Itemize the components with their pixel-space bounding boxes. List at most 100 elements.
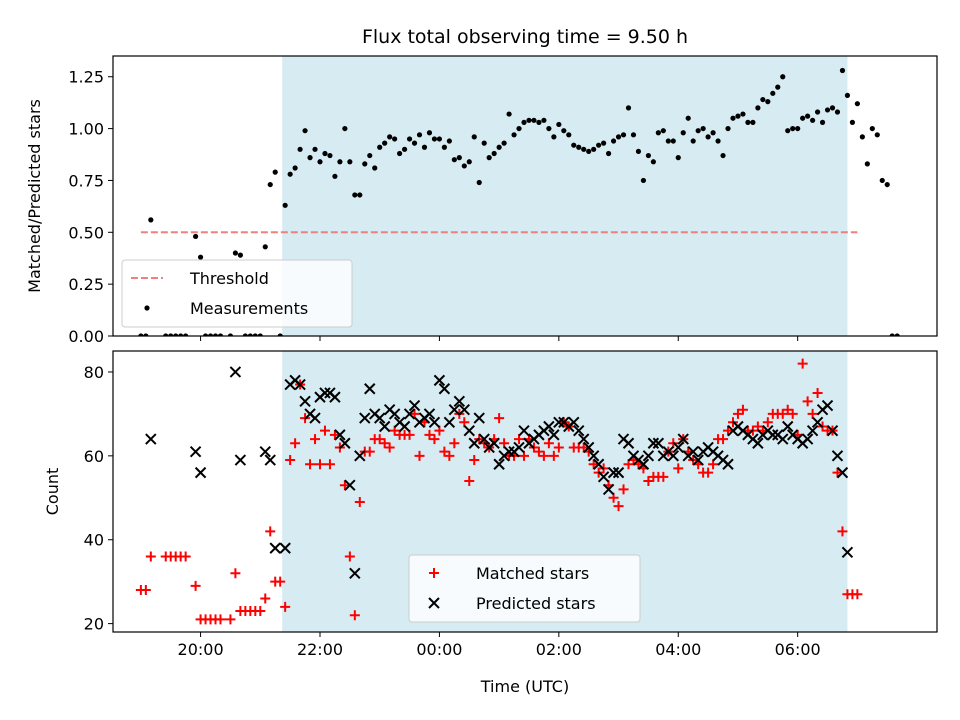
data-point	[280, 601, 291, 612]
data-point	[344, 551, 355, 562]
data-point	[449, 438, 460, 449]
data-point	[836, 466, 849, 479]
data-point	[750, 119, 756, 125]
data-point	[491, 150, 497, 157]
data-point	[269, 542, 281, 554]
data-point	[287, 171, 293, 177]
data-point	[431, 136, 438, 142]
data-point	[493, 458, 505, 470]
data-point	[314, 459, 325, 470]
data-point	[406, 136, 413, 142]
data-point	[453, 395, 466, 408]
data-point	[237, 252, 243, 258]
data-point	[841, 546, 854, 559]
data-point	[596, 142, 602, 148]
data-point	[443, 416, 456, 429]
x-axis-label: Time (UTC)	[480, 677, 569, 696]
data-point	[546, 125, 552, 132]
data-point	[441, 144, 447, 150]
data-point	[821, 399, 834, 412]
data-point	[307, 155, 313, 161]
legend-marker	[429, 568, 439, 578]
data-point	[665, 138, 671, 144]
data-point	[785, 128, 791, 134]
data-point	[473, 412, 485, 424]
x-tick-label: 22:00	[297, 640, 343, 659]
legend-frame	[408, 554, 641, 623]
y-tick-label: 1.00	[68, 120, 104, 139]
data-point	[302, 128, 308, 134]
data-point	[312, 146, 318, 152]
data-point	[571, 142, 577, 148]
data-point	[807, 408, 818, 419]
y-tick-label: 40	[84, 531, 104, 550]
data-point	[720, 152, 726, 159]
data-point	[795, 125, 801, 132]
data-point	[433, 374, 446, 387]
data-point	[260, 593, 271, 604]
data-point	[409, 408, 420, 419]
data-point	[586, 148, 592, 155]
data-point	[397, 150, 403, 157]
data-point	[805, 113, 811, 119]
data-point	[354, 496, 365, 507]
data-point	[541, 117, 547, 123]
data-point	[148, 217, 154, 223]
data-point	[190, 580, 201, 591]
data-point	[180, 551, 191, 562]
data-point	[257, 333, 263, 336]
data-point	[183, 333, 189, 336]
data-point	[468, 437, 480, 449]
data-point	[615, 134, 622, 140]
data-point	[339, 437, 351, 449]
x-tick-label: 04:00	[655, 640, 701, 659]
y-tick-label: 1.25	[68, 68, 104, 87]
data-point	[521, 119, 527, 125]
data-point	[556, 121, 562, 128]
data-point	[755, 105, 761, 111]
data-point	[488, 437, 500, 449]
y-axis-label: Matched/Predicted stars	[25, 99, 44, 293]
data-point	[543, 420, 555, 433]
data-point	[446, 138, 452, 144]
data-point	[382, 140, 388, 146]
data-point	[494, 413, 505, 424]
data-point	[655, 130, 661, 136]
data-point	[551, 134, 557, 140]
data-point	[797, 358, 808, 369]
data-point	[568, 416, 580, 429]
y-tick-label: 80	[84, 363, 104, 382]
data-point	[543, 438, 554, 449]
x-tick-label: 00:00	[416, 640, 462, 659]
data-point	[299, 395, 311, 408]
data-point	[364, 446, 375, 457]
data-point	[229, 366, 242, 378]
data-point	[660, 128, 666, 134]
data-point	[373, 412, 386, 424]
data-point	[403, 408, 416, 420]
data-point	[597, 471, 610, 483]
data-point	[752, 437, 764, 449]
legend-label: Measurements	[190, 299, 308, 318]
data-point	[837, 526, 848, 537]
data-point	[285, 455, 296, 466]
data-point	[601, 140, 607, 146]
data-point	[234, 454, 247, 466]
data-point	[197, 254, 204, 260]
data-point	[852, 589, 863, 600]
data-point	[591, 146, 597, 152]
legend-frame	[121, 259, 353, 328]
data-point	[826, 424, 839, 437]
data-point	[566, 132, 572, 138]
data-point	[319, 387, 331, 399]
data-point	[232, 250, 239, 256]
observing-window-shading	[282, 56, 848, 336]
data-point	[519, 450, 530, 461]
data-point	[421, 144, 428, 150]
data-point	[645, 152, 652, 159]
data-point	[602, 483, 615, 496]
data-point	[349, 610, 360, 621]
y-tick-label: 20	[84, 615, 104, 634]
data-point	[329, 391, 341, 403]
data-point	[411, 140, 418, 146]
